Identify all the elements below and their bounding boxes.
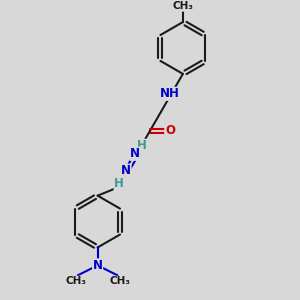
- Text: H: H: [137, 139, 147, 152]
- Text: NH: NH: [160, 87, 180, 100]
- Text: N: N: [130, 147, 140, 160]
- Text: N: N: [121, 164, 131, 177]
- Text: N: N: [93, 259, 103, 272]
- Text: CH₃: CH₃: [172, 1, 194, 11]
- Text: CH₃: CH₃: [65, 276, 86, 286]
- Text: H: H: [114, 177, 124, 190]
- Text: O: O: [165, 124, 175, 137]
- Text: CH₃: CH₃: [109, 276, 130, 286]
